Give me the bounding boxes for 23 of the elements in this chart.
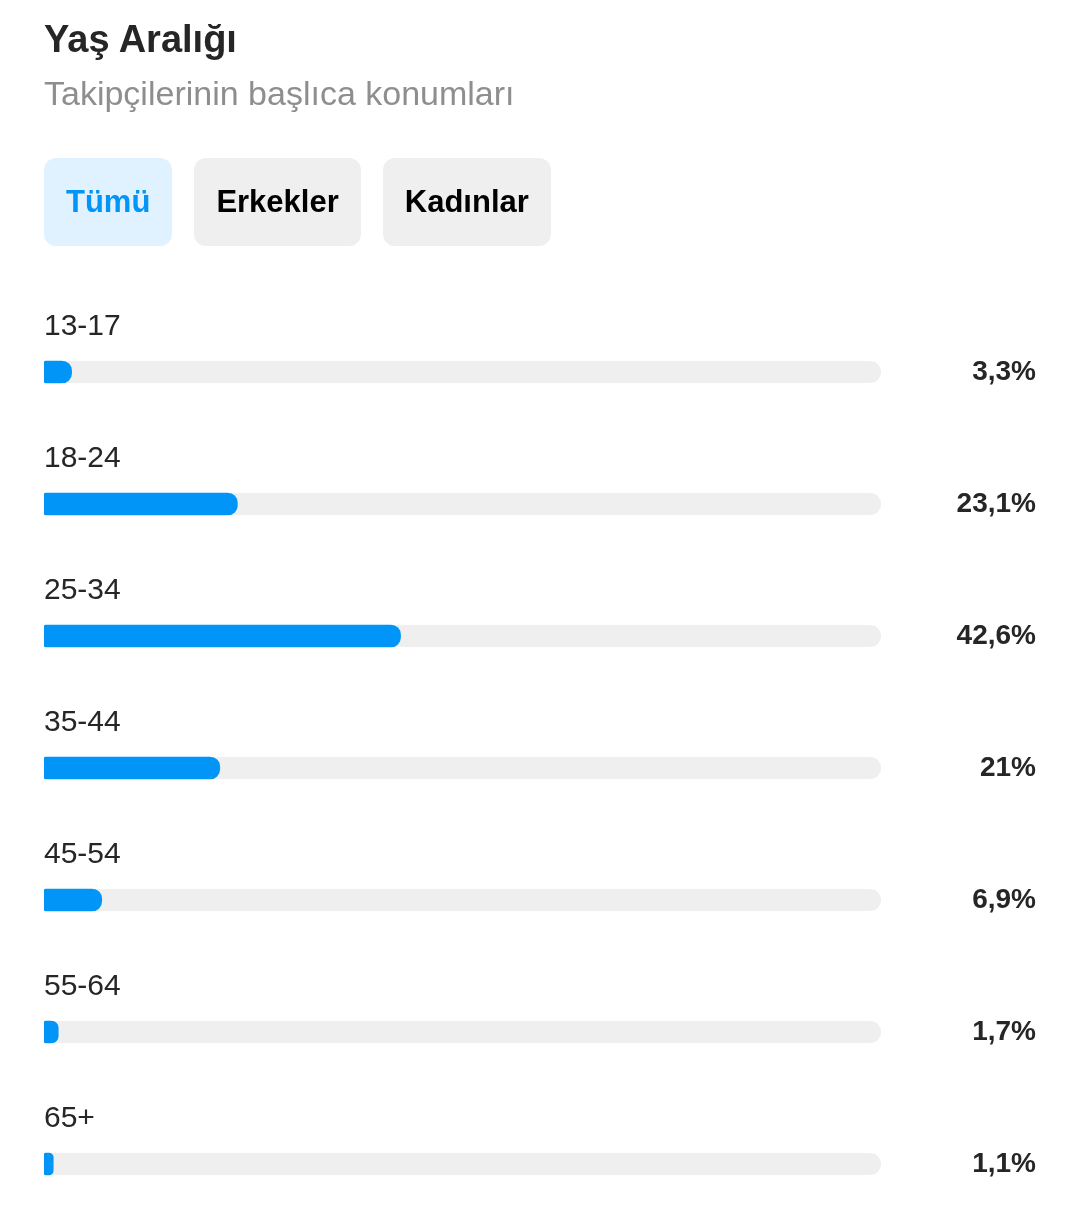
bar: [44, 1152, 54, 1176]
data-label: 42,6%: [956, 618, 1037, 650]
bar: [44, 492, 238, 516]
y-tick-label: 35-44: [44, 704, 121, 737]
text: Erkekler: [194, 158, 361, 246]
data-label: 1,1%: [972, 1146, 1037, 1178]
y-tick-label: 13-17: [44, 308, 121, 341]
bar: [44, 756, 221, 780]
data-label: 1,7%: [972, 1014, 1037, 1046]
text: Kadınlar: [382, 158, 551, 246]
y-tick-label: 45-54: [44, 836, 121, 869]
chart-title: Yaş Aralığı: [44, 17, 238, 62]
y-tick-label: 55-64: [44, 968, 121, 1001]
bar: [44, 888, 103, 912]
data-label: 21%: [979, 750, 1037, 782]
text: Tümü: [44, 158, 173, 246]
y-tick-label: 18-24: [44, 440, 121, 473]
data-label: 6,9%: [972, 882, 1037, 914]
y-tick-label: 25-34: [44, 572, 121, 605]
data-label: 3,3%: [972, 354, 1037, 386]
data-label: 23,1%: [956, 486, 1037, 518]
y-tick-label: 65+: [44, 1100, 95, 1133]
chart-subtitle: Takipçilerinin başlıca konumları: [44, 73, 516, 114]
